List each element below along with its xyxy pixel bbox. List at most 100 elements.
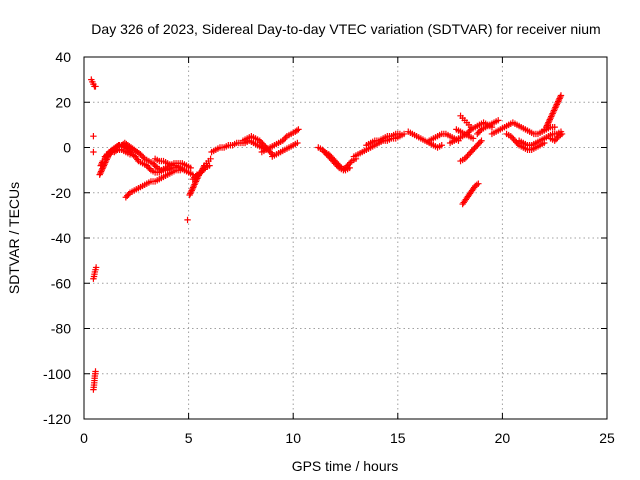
- data-point: [550, 108, 557, 116]
- data-point: [188, 187, 195, 194]
- data-point: [90, 132, 97, 140]
- data-point: [475, 129, 482, 136]
- data-point: [96, 171, 103, 178]
- data-point: [547, 114, 554, 122]
- data-point: [184, 216, 191, 224]
- data-point: [187, 188, 195, 196]
- data-point: [189, 175, 196, 183]
- data-point: [140, 154, 147, 161]
- data-point: [187, 190, 194, 197]
- data-point: [189, 184, 197, 191]
- y-tick-label: -100: [43, 366, 71, 382]
- data-point: [282, 134, 289, 141]
- x-axis-label: GPS time / hours: [292, 458, 399, 474]
- data-point: [124, 192, 131, 199]
- data-point: [192, 172, 199, 180]
- data-point: [478, 137, 485, 144]
- data-point: [295, 126, 302, 133]
- data-point: [260, 142, 268, 149]
- data-point: [97, 168, 105, 175]
- data-point: [548, 113, 555, 120]
- data-point: [468, 148, 475, 155]
- data-point: [544, 120, 551, 128]
- data-point: [557, 92, 565, 99]
- data-point: [469, 135, 477, 142]
- data-point: [467, 123, 475, 131]
- data-point: [552, 104, 559, 111]
- data-point: [137, 151, 144, 158]
- data-point: [510, 136, 517, 143]
- x-tick-label: 0: [80, 430, 88, 446]
- x-tick-label: 10: [285, 430, 301, 446]
- tick-labels: 0 5 10 15 20 25 -120 -100 -80 -60 -40 -20 0 20 40: [43, 49, 615, 446]
- data-point: [207, 155, 214, 163]
- data-point: [346, 164, 353, 172]
- data-point: [152, 163, 160, 170]
- x-tick-label: 25: [599, 430, 615, 446]
- data-point: [551, 123, 558, 131]
- data-point: [438, 142, 445, 149]
- chart-title: Day 326 of 2023, Sidereal Day-to-day VTE…: [91, 21, 600, 37]
- data-point: [472, 143, 480, 150]
- y-tick-label: -20: [51, 185, 71, 201]
- data-point: [474, 142, 481, 149]
- data-point: [464, 152, 471, 159]
- data-point: [189, 185, 196, 193]
- data-point: [549, 110, 556, 117]
- data-point: [98, 166, 105, 174]
- data-point: [333, 160, 341, 167]
- y-axis-label: SDTVAR / TECUs: [6, 182, 22, 294]
- data-point: [190, 182, 198, 190]
- x-tick-label: 15: [390, 430, 406, 446]
- data-point: [545, 117, 553, 125]
- y-tick-label: -60: [51, 275, 71, 291]
- data-point: [476, 127, 484, 135]
- data-point: [476, 139, 484, 146]
- y-tick-label: -120: [43, 411, 71, 427]
- data-point: [125, 191, 132, 198]
- data-point: [552, 102, 560, 110]
- data-point: [197, 169, 205, 176]
- data-point: [181, 166, 188, 174]
- data-point: [543, 123, 550, 131]
- data-point: [190, 174, 198, 181]
- y-tick-label: 0: [63, 140, 71, 156]
- data-point: [554, 98, 562, 105]
- data-point: [335, 161, 342, 169]
- data-point: [551, 105, 558, 113]
- y-tick-label: 40: [55, 49, 71, 65]
- data-point: [122, 194, 130, 201]
- data-point: [144, 163, 152, 171]
- data-point: [551, 137, 558, 144]
- data-point: [336, 163, 344, 170]
- data-point: [279, 137, 286, 144]
- data-point: [553, 101, 560, 108]
- data-point: [186, 191, 193, 199]
- data-point: [256, 137, 263, 144]
- data-point: [92, 83, 99, 90]
- data-point: [326, 152, 334, 159]
- data-point: [138, 152, 146, 159]
- data-point: [546, 116, 554, 123]
- data-point: [345, 160, 353, 168]
- data-point: [328, 154, 335, 161]
- data-point: [187, 164, 194, 172]
- data-point: [90, 148, 97, 156]
- data-point: [92, 368, 99, 375]
- y-tick-label: -40: [51, 230, 71, 246]
- data-points: [88, 76, 566, 393]
- data-point: [259, 140, 266, 147]
- data-point: [332, 158, 339, 166]
- data-point: [126, 151, 134, 158]
- x-tick-label: 5: [185, 430, 193, 446]
- data-point: [545, 119, 552, 126]
- axis-ticks: [83, 56, 608, 420]
- data-point: [462, 154, 470, 161]
- data-point: [467, 149, 474, 156]
- data-point: [280, 136, 288, 143]
- data-point: [92, 264, 100, 271]
- y-tick-label: -80: [51, 321, 71, 337]
- x-tick-label: 20: [495, 430, 511, 446]
- data-point: [466, 127, 473, 135]
